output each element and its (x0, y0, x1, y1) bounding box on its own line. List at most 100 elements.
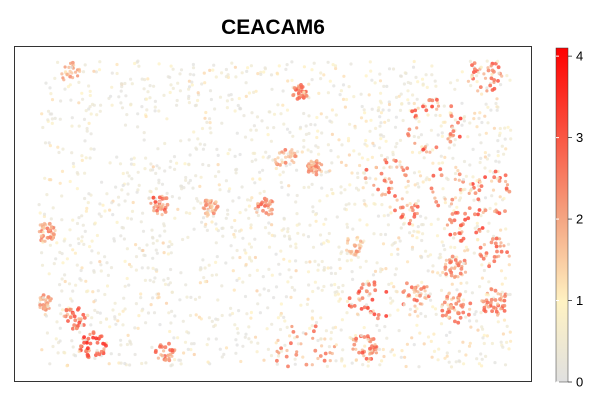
scatter-point (214, 241, 218, 245)
scatter-point (459, 267, 464, 271)
scatter-point (301, 331, 305, 335)
scatter-point (333, 271, 338, 276)
scatter-point (457, 172, 462, 177)
scatter-point (441, 270, 445, 275)
scatter-point (155, 208, 159, 213)
scatter-point (98, 260, 102, 264)
scatter-point (143, 167, 147, 171)
scatter-point (457, 349, 461, 353)
scatter-point (462, 261, 466, 265)
scatter-point (288, 150, 292, 154)
scatter-point (179, 68, 184, 72)
scatter-point (458, 116, 463, 121)
scatter-point (450, 266, 454, 270)
scatter-point (498, 126, 502, 131)
scatter-point (255, 289, 259, 293)
scatter-point (317, 91, 321, 95)
scatter-point (137, 246, 141, 250)
scatter-point (274, 252, 278, 256)
scatter-point (410, 109, 414, 114)
scatter-point (436, 133, 440, 137)
scatter-point (91, 335, 95, 340)
scatter-point (190, 83, 194, 87)
scatter-point (318, 233, 323, 237)
scatter-point (360, 333, 364, 338)
scatter-point (93, 356, 97, 360)
scatter-point (249, 64, 253, 68)
scatter-point (467, 191, 471, 195)
scatter-point (133, 352, 137, 357)
scatter-point (140, 309, 144, 313)
scatter-point (99, 103, 103, 107)
scatter-point (176, 336, 180, 340)
scatter-point (364, 303, 369, 307)
scatter-point (485, 157, 489, 161)
scatter-point (193, 104, 197, 108)
scatter-point (421, 147, 426, 152)
scatter-point (397, 236, 401, 240)
scatter-point (234, 75, 238, 79)
scatter-point (162, 278, 166, 282)
scatter-point (88, 105, 92, 109)
scatter-point (488, 300, 493, 305)
scatter-point (169, 83, 173, 87)
scatter-point (167, 341, 171, 346)
scatter-point (121, 183, 125, 188)
scatter-point (352, 304, 357, 308)
scatter-point (362, 108, 366, 112)
scatter-point (405, 166, 410, 171)
scatter-point (449, 202, 454, 206)
scatter-point (266, 133, 270, 137)
scatter-point (444, 262, 448, 266)
scatter-point (329, 149, 333, 153)
scatter-point (455, 288, 459, 292)
scatter-point (499, 269, 504, 273)
scatter-point (208, 117, 212, 121)
scatter-point (359, 286, 364, 290)
scatter-point (392, 353, 396, 357)
scatter-point (361, 363, 365, 367)
scatter-point (357, 289, 362, 294)
scatter-point (441, 187, 445, 191)
scatter-point (58, 181, 62, 185)
scatter-point (96, 251, 100, 255)
scatter-point (88, 89, 92, 93)
scatter-point (340, 290, 344, 294)
scatter-point (115, 220, 119, 224)
scatter-point (95, 233, 99, 238)
scatter-point (451, 156, 455, 160)
scatter-point (215, 147, 219, 151)
scatter-point (453, 177, 457, 181)
scatter-point (402, 289, 407, 293)
scatter-point (341, 348, 345, 352)
scatter-point (288, 162, 292, 166)
scatter-point (424, 178, 428, 182)
scatter-point (500, 144, 504, 148)
scatter-point (202, 71, 206, 75)
scatter-point (438, 167, 443, 172)
scatter-point (322, 222, 326, 226)
scatter-point (391, 153, 395, 157)
scatter-point (256, 201, 260, 206)
scatter-point (287, 268, 291, 272)
scatter-point (310, 317, 315, 321)
scatter-point (423, 314, 428, 318)
scatter-point (62, 78, 66, 82)
scatter-point (359, 92, 363, 96)
scatter-point (277, 262, 281, 266)
scatter-point (473, 312, 477, 316)
scatter-point (247, 91, 251, 95)
scatter-point (46, 118, 50, 122)
scatter-point (417, 365, 421, 369)
scatter-point (165, 117, 169, 121)
scatter-point (207, 316, 211, 320)
scatter-point (140, 361, 144, 366)
scatter-point (504, 147, 508, 151)
scatter-point (210, 319, 214, 323)
scatter-point (345, 241, 350, 245)
scatter-point (484, 102, 488, 106)
scatter-point (119, 343, 123, 347)
scatter-point (455, 255, 459, 259)
scatter-point (345, 259, 349, 263)
scatter-point (413, 304, 417, 308)
